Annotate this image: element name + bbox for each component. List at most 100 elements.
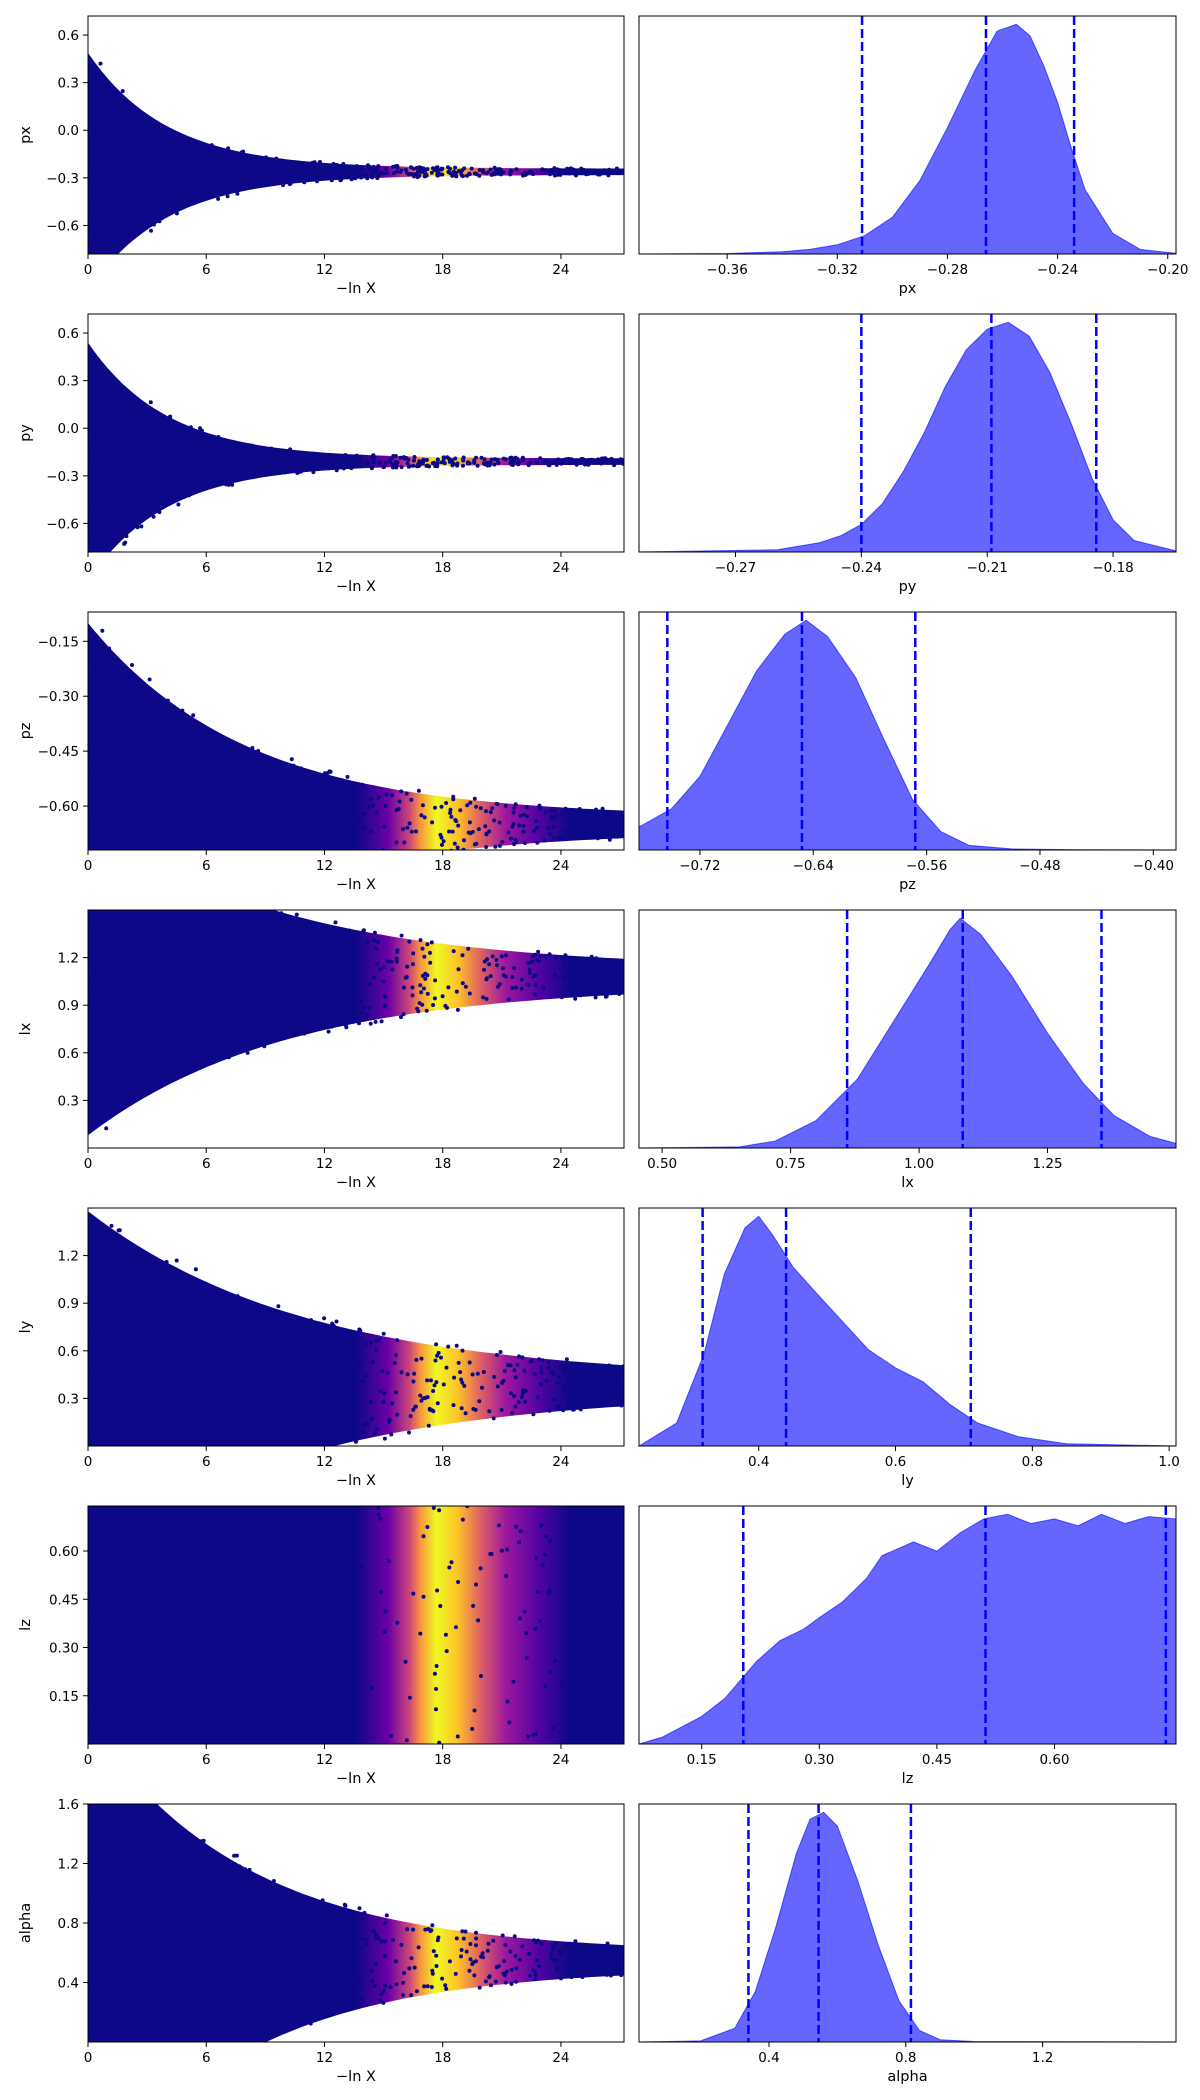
- scatter-point: [104, 1365, 109, 1370]
- scatter-point: [228, 1956, 233, 1960]
- scatter-point: [141, 754, 146, 759]
- scatter-point: [356, 855, 360, 859]
- scatter-point: [212, 193, 217, 198]
- scatter-point: [458, 808, 463, 813]
- scatter-point: [269, 1549, 274, 1554]
- scatter-point: [93, 767, 97, 771]
- scatter-point: [520, 455, 525, 460]
- scatter-point: [535, 840, 540, 845]
- scatter-points: [88, 1223, 624, 1464]
- scatter-point: [174, 1341, 179, 1346]
- scatter-point: [533, 1626, 538, 1631]
- scatter-point: [573, 1939, 578, 1944]
- x-tick-label: −0.24: [1037, 262, 1078, 278]
- scatter-point: [409, 797, 414, 802]
- scatter-point: [414, 1989, 419, 1994]
- scatter-point: [619, 1403, 624, 1408]
- scatter-point: [312, 797, 317, 802]
- scatter-point: [113, 1862, 118, 1867]
- scatter-point: [490, 1450, 494, 1454]
- scatter-point: [303, 465, 308, 470]
- scatter-point: [111, 988, 116, 993]
- scatter-point: [450, 829, 455, 834]
- scatter-point: [301, 1025, 306, 1030]
- scatter-point: [393, 460, 398, 464]
- scatter-point: [171, 1829, 176, 1834]
- x-tick-label: −0.27: [715, 560, 756, 576]
- scatter-point: [175, 431, 180, 436]
- scatter-point: [256, 894, 260, 898]
- y-axis-label: pz: [18, 723, 34, 740]
- scatter-point: [114, 802, 119, 807]
- scatter-point: [334, 163, 339, 167]
- scatter-point: [329, 1024, 334, 1029]
- scatter-point: [126, 736, 131, 741]
- scatter-point: [208, 171, 213, 176]
- scatter-point: [494, 958, 499, 962]
- scatter-point: [569, 1975, 574, 1980]
- scatter-point: [320, 841, 325, 846]
- scatter-point: [289, 998, 294, 1002]
- scatter-point: [175, 191, 180, 196]
- scatter-point: [514, 839, 519, 844]
- scatter-point: [512, 966, 517, 971]
- scatter-point: [466, 830, 471, 835]
- scatter-point: [140, 1907, 145, 1912]
- scatter-point: [186, 2045, 190, 2049]
- scatter-point: [259, 181, 264, 186]
- scatter-point: [251, 1961, 256, 1966]
- scatter-point: [222, 786, 227, 790]
- scatter-point: [357, 1327, 362, 1332]
- scatter-point: [387, 1417, 392, 1422]
- scatter-point: [330, 1321, 335, 1326]
- scatter-point: [221, 446, 226, 451]
- scatter-point: [146, 1788, 150, 1792]
- scatter-point: [394, 1467, 398, 1471]
- scatter-point: [358, 867, 362, 871]
- x-tick-label: 0.8: [1022, 1454, 1043, 1470]
- scatter-point: [490, 806, 495, 811]
- scatter-point: [189, 823, 194, 828]
- scatter-point: [337, 1977, 342, 1982]
- scatter-point: [169, 2033, 173, 2038]
- scatter-point: [399, 465, 404, 470]
- scatter-point: [585, 832, 590, 837]
- scatter-point: [328, 1506, 333, 1510]
- scatter-point: [599, 461, 604, 466]
- scatter-point: [188, 1772, 192, 1776]
- scatter-point: [430, 1968, 435, 1973]
- scatter-point: [577, 807, 582, 811]
- scatter-point: [100, 2066, 104, 2070]
- scatter-point: [264, 915, 269, 920]
- scatter-point: [611, 1382, 616, 1387]
- scatter-point: [517, 460, 522, 465]
- scatter-point: [409, 1956, 414, 1961]
- scatter-point: [481, 170, 486, 175]
- scatter-point: [322, 1316, 327, 1321]
- scatter-point: [199, 829, 204, 834]
- scatter-point: [220, 1050, 225, 1055]
- scatter-point: [87, 1498, 91, 1502]
- scatter-point: [183, 823, 188, 828]
- scatter-point: [459, 1406, 464, 1411]
- scatter-point: [528, 460, 533, 465]
- scatter-point: [595, 991, 600, 995]
- scatter-point: [179, 1460, 183, 1464]
- scatter-point: [514, 1524, 519, 1529]
- scatter-point: [564, 1357, 569, 1362]
- scatter-point: [88, 1618, 93, 1623]
- scatter-point: [322, 1694, 327, 1698]
- scatter-point: [153, 899, 157, 903]
- scatter-point: [614, 834, 619, 839]
- scatter-point: [134, 1785, 138, 1789]
- scatter-point: [543, 810, 548, 815]
- scatter-point: [128, 1822, 133, 1827]
- scatter-point: [530, 960, 535, 964]
- scatter-point: [150, 893, 154, 897]
- scatter-point: [441, 1382, 446, 1387]
- x-tick-label: 6: [202, 262, 211, 278]
- scatter-point: [160, 495, 165, 500]
- scatter-point: [146, 828, 151, 833]
- scatter-point: [333, 920, 338, 925]
- scatter-point: [600, 1462, 604, 1466]
